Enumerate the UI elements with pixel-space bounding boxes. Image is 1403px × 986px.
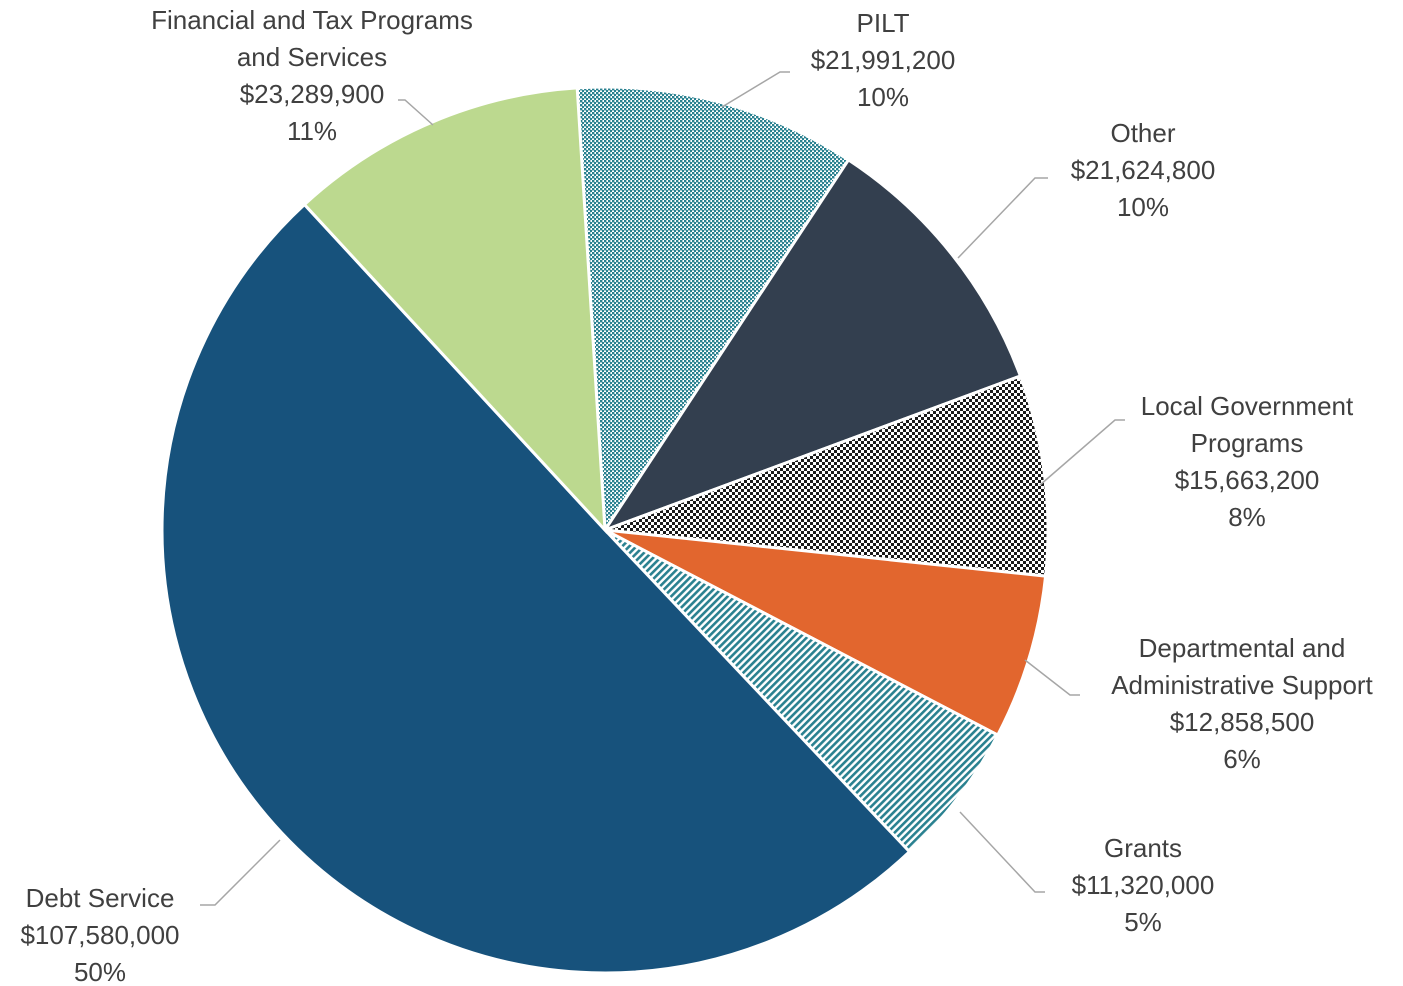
leader-line — [959, 811, 1045, 893]
pie-slice — [601, 157, 1023, 533]
label-value: $12,858,500 — [1169, 707, 1315, 737]
leader-line — [200, 839, 281, 906]
data-label: Other $21,624,800 10% — [1043, 115, 1243, 226]
label-name: Debt Service — [25, 883, 175, 913]
pie-slice — [604, 374, 1050, 578]
leader-line — [398, 99, 434, 126]
label-name: Local Government Programs — [1140, 391, 1354, 458]
data-label: Grants $11,320,000 5% — [1043, 830, 1243, 941]
label-percent: 50% — [73, 957, 127, 986]
label-percent: 10% — [856, 82, 910, 112]
label-value: $23,289,900 — [239, 79, 385, 109]
label-value: $21,624,800 — [1070, 155, 1216, 185]
pie-slice — [575, 85, 851, 535]
data-label: Financial and Tax Programs and Services $… — [142, 2, 482, 150]
pie-slice — [604, 528, 1048, 738]
leader-line — [721, 71, 790, 108]
label-percent: 6% — [1223, 744, 1261, 774]
data-label: PILT $21,991,200 10% — [783, 5, 983, 116]
label-name: Other — [1110, 118, 1176, 148]
label-percent: 11% — [286, 116, 338, 146]
label-name: Grants — [1103, 833, 1183, 863]
leader-line — [957, 177, 1048, 259]
label-name: Financial and Tax Programs and Services — [151, 5, 473, 72]
label-percent: 8% — [1228, 502, 1266, 532]
pie-slice — [160, 202, 912, 975]
label-name: PILT — [856, 8, 910, 38]
pie-slice — [603, 528, 1000, 854]
leader-line — [1039, 419, 1125, 486]
label-name: Departmental and Administrative Support — [1111, 633, 1373, 700]
data-label: Debt Service $107,580,000 50% — [0, 880, 205, 986]
data-label: Local Government Programs $15,663,200 8% — [1122, 388, 1372, 536]
leader-line — [1024, 659, 1080, 696]
label-value: $21,991,200 — [810, 45, 956, 75]
label-percent: 10% — [1116, 192, 1170, 222]
label-value: $11,320,000 — [1071, 870, 1215, 900]
data-label: Departmental and Administrative Support $… — [1077, 630, 1403, 778]
label-percent: 5% — [1124, 907, 1162, 937]
label-value: $107,580,000 — [20, 920, 180, 950]
label-value: $15,663,200 — [1174, 465, 1320, 495]
